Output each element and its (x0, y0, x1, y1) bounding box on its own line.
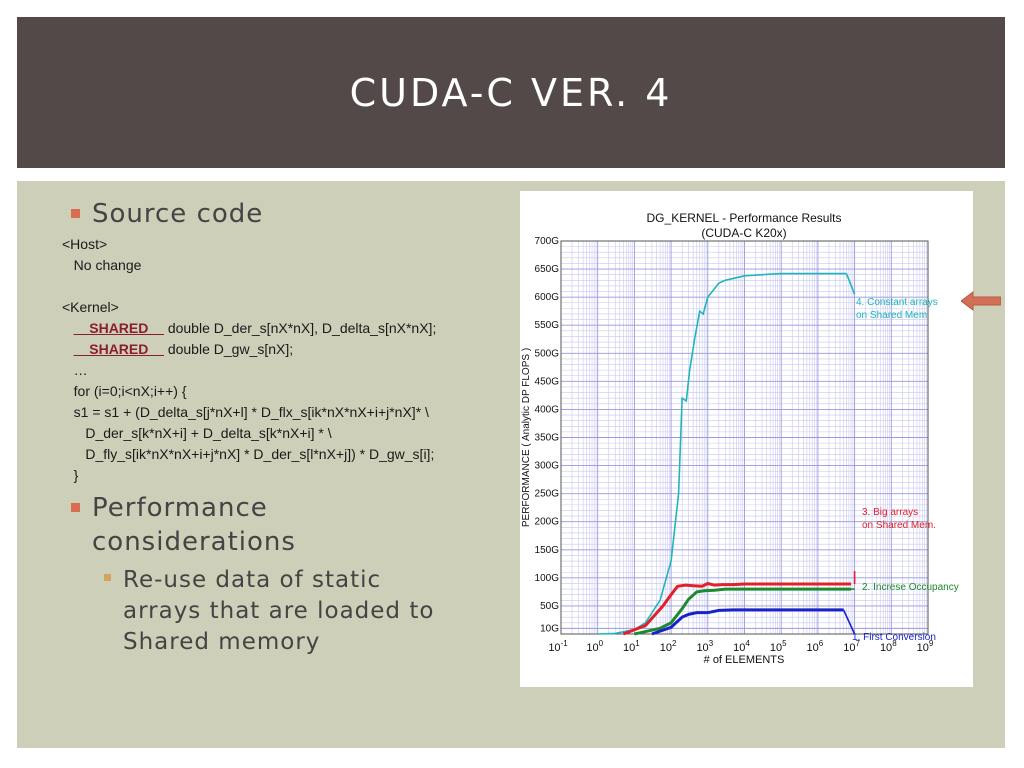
x-tick-label: 108 (880, 639, 897, 654)
code-line: D_der_s[k*nX+i] + D_delta_s[k*nX+i] * \ (62, 425, 332, 441)
x-tick-label: 104 (733, 639, 750, 654)
reuse-text-line1: Re-use data of static (123, 567, 382, 593)
code-line: __SHARED__ double D_der_s[nX*nX], D_delt… (73, 320, 437, 336)
x-tick-label: 106 (807, 639, 824, 654)
y-tick-label: 150G (535, 545, 560, 556)
code-line: D_fly_s[ik*nX*nX+i+j*nX] * D_der_s[l*nX+… (62, 446, 435, 462)
slide-title: CUDA-C VER. 4 (349, 70, 673, 115)
y-tick-label: 300G (535, 461, 560, 472)
chart-svg: DG_KERNEL - Performance Results(CUDA-C K… (521, 211, 959, 666)
series-line-4 (651, 608, 844, 636)
x-tick-label: 105 (770, 639, 787, 654)
series-pointer-4 (842, 609, 856, 635)
code-line: s1 = s1 + (D_delta_s[j*nX+l] * D_flx_s[i… (62, 404, 429, 420)
code-line: <Host> (62, 236, 108, 252)
y-tick-label: 500G (535, 348, 560, 359)
x-axis-label: # of ELEMENTS (704, 654, 785, 666)
y-tick-label: 100G (535, 573, 560, 584)
chart-title: DG_KERNEL - Performance Results (647, 211, 842, 225)
x-tick-label: 102 (660, 639, 677, 654)
y-tick-label: 700G (535, 236, 560, 247)
code-line: No change (62, 257, 142, 273)
code-block: <Host> No change <Kernel> __SHARED__ doub… (62, 234, 522, 486)
y-tick-label: 250G (535, 489, 560, 500)
code-line: … (62, 362, 88, 378)
performance-heading-line2: considerations (92, 527, 296, 557)
series-annotation-2: on Shared Mem. (862, 520, 936, 531)
y-tick-label: 350G (535, 433, 560, 444)
x-tick-label: 103 (696, 639, 713, 654)
y-tick-label: 550G (535, 320, 560, 331)
y-tick-label: 50G (540, 601, 559, 612)
series-annotation-2: 3. Big arrays (862, 507, 918, 518)
plot-frame (560, 240, 929, 635)
code-line: for (i=0;i<nX;i++) { (62, 383, 187, 399)
bullet-square-icon (71, 209, 80, 218)
title-bar: CUDA-C VER. 4 (17, 17, 1005, 168)
sub-bullet-square-icon (104, 574, 111, 581)
series-line-2 (622, 581, 852, 636)
series-annotation-3: 2. Increse Occupancy (862, 582, 959, 593)
y-tick-label: 450G (535, 376, 560, 387)
y-axis-label: PERFORMANCE ( Analytic DP FLOPS ) (521, 348, 532, 527)
left-arrow-icon (961, 291, 1001, 311)
series-annotation-1: 4. Constant arrays (856, 297, 938, 308)
reuse-text-line2: arrays that are loaded to (123, 598, 435, 624)
y-tick-label: 600G (535, 292, 560, 303)
series-line-1 (597, 272, 847, 635)
x-tick-label: 109 (917, 639, 934, 654)
y-tick-label: 10G (540, 623, 559, 634)
y-tick-label: 650G (535, 264, 560, 275)
chart-subtitle: (CUDA-C K20x) (701, 226, 786, 240)
code-line (62, 276, 522, 297)
series-line-3 (634, 587, 852, 636)
series-pointer-1 (845, 273, 856, 295)
x-tick-label: 100 (586, 639, 603, 654)
series-annotation-1: on Shared Mem (856, 310, 927, 321)
x-tick-label: 107 (843, 639, 860, 654)
performance-chart: DG_KERNEL - Performance Results (CUDA-C K… (520, 191, 973, 687)
code-line: __SHARED__ double D_gw_s[nX]; (73, 341, 294, 357)
bullet-square-icon (71, 503, 80, 512)
source-code-heading: Source code (92, 199, 264, 229)
y-tick-label: 200G (535, 517, 560, 528)
shared-keyword: __SHARED__ (73, 320, 164, 336)
y-tick-label: 400G (535, 404, 560, 415)
code-line: <Kernel> (62, 299, 119, 315)
x-tick-label: 10-1 (548, 639, 568, 654)
performance-heading-line1: Performance (92, 493, 268, 523)
x-tick-label: 101 (623, 639, 640, 654)
reuse-text-line3: Shared memory (123, 629, 321, 655)
shared-keyword: __SHARED__ (73, 341, 164, 357)
code-line: } (62, 467, 79, 483)
series-annotation-4: 1. First Conversion (852, 632, 936, 643)
